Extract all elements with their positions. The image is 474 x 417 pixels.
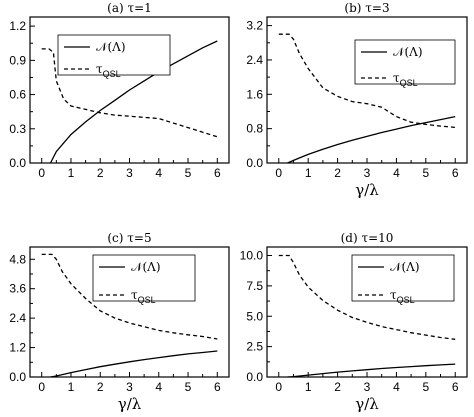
panel-title: (c) τ=5 [107, 231, 151, 245]
y-tick-label: 5.0 [246, 309, 263, 323]
y-tick-label: 10.0 [240, 249, 264, 263]
y-tick-label: 4.8 [9, 252, 26, 266]
x-tick-label: 4 [155, 166, 162, 180]
y-tick-label: 0.3 [9, 122, 26, 136]
x-tick-label: 4 [155, 380, 162, 394]
x-tick-label: 2 [334, 380, 341, 394]
y-tick-label: 0.8 [246, 122, 263, 136]
x-axis-label: γ/λ [355, 395, 379, 413]
x-tick-label: 2 [97, 380, 104, 394]
y-tick-label: 1.2 [9, 19, 26, 33]
series-line-tau-qsl [278, 254, 456, 340]
legend-box [354, 39, 456, 85]
x-tick-label: 4 [393, 166, 400, 180]
legend-label-subscript: QSL [400, 78, 418, 88]
x-tick-label: 2 [97, 166, 104, 180]
x-tick-label: 3 [364, 166, 371, 180]
panel-1: (a) τ=1 0 1 2 3 4 5 6 0.0 0.3 0.6 0.9 1.2 𝒩(Λ)τQSL [9, 1, 230, 180]
y-tick-label: 2.4 [246, 53, 263, 67]
legend-box [351, 254, 455, 302]
y-tick-label: 0.9 [9, 53, 26, 67]
x-tick-label: 0 [275, 166, 282, 180]
x-tick-label: 6 [452, 380, 459, 394]
series-line-tau-qsl [278, 33, 456, 129]
legend: 𝒩(Λ)τQSL [354, 39, 456, 88]
series-line-tau-qsl [41, 253, 218, 340]
x-axis-label: γ/λ [355, 181, 379, 199]
series-line-negativity [287, 363, 456, 378]
y-tick-label: 0.0 [9, 156, 26, 170]
y-tick-label: 2.4 [9, 311, 26, 325]
y-tick-label: 0.0 [9, 370, 26, 384]
panel-2: (b) τ=3 0 1 2 3 4 5 6 0.0 0.8 1.6 2.4 3.2 γ/λ 𝒩(Λ)τQSL [246, 1, 468, 199]
y-tick-label: 7.5 [246, 279, 263, 293]
x-tick-label: 2 [334, 166, 341, 180]
legend-label: 𝒩(Λ) [390, 260, 420, 274]
x-tick-label: 3 [364, 380, 371, 394]
legend-label: 𝒩(Λ) [393, 45, 423, 59]
x-tick-label: 5 [185, 380, 192, 394]
y-tick-label: 1.2 [9, 341, 26, 355]
x-tick-label: 0 [275, 380, 282, 394]
x-tick-label: 5 [185, 166, 192, 180]
legend: 𝒩(Λ)τQSL [351, 254, 455, 305]
panel-3: (c) τ=5 0 1 2 3 4 5 6 0.0 1.2 2.4 3.6 4.8 γ/λ 𝒩(Λ)τQSL [9, 231, 230, 413]
x-tick-label: 1 [305, 380, 312, 394]
y-tick-label: 1.6 [246, 87, 263, 101]
legend-label: 𝒩(Λ) [96, 40, 126, 54]
y-tick-label: 3.6 [9, 282, 26, 296]
x-tick-label: 5 [422, 380, 429, 394]
x-tick-label: 6 [452, 166, 459, 180]
series-line-negativity [50, 350, 218, 378]
x-tick-label: 0 [38, 166, 45, 180]
x-tick-label: 6 [214, 166, 221, 180]
x-tick-label: 5 [422, 166, 429, 180]
y-tick-label: 2.5 [246, 340, 263, 354]
x-tick-label: 3 [126, 380, 133, 394]
y-tick-label: 0.6 [9, 88, 26, 102]
legend-label-subscript: QSL [103, 69, 121, 79]
y-tick-label: 0.0 [246, 370, 263, 384]
x-tick-label: 0 [38, 380, 45, 394]
x-tick-label: 4 [393, 380, 400, 394]
panel-4: (d) τ=10 0 1 2 3 4 5 6 0.0 2.5 5.0 7.5 10.0 γ/λ 𝒩(Λ)τQ… [240, 231, 468, 413]
panel-title: (a) τ=1 [107, 1, 152, 15]
legend: 𝒩(Λ)τQSL [57, 34, 171, 79]
x-tick-label: 1 [68, 166, 75, 180]
legend-box [57, 34, 171, 76]
legend-label: 𝒩(Λ) [131, 260, 161, 274]
panel-title: (d) τ=10 [341, 231, 394, 245]
legend-box [92, 254, 196, 302]
legend: 𝒩(Λ)τQSL [92, 254, 196, 305]
series-line-tau-qsl [41, 48, 218, 138]
legend-label-subscript: QSL [397, 295, 415, 305]
panel-title: (b) τ=3 [344, 1, 389, 15]
series-line-negativity [49, 40, 218, 164]
y-tick-label: 0.0 [246, 156, 263, 170]
legend-label-subscript: QSL [138, 295, 156, 305]
x-axis-label: γ/λ [118, 395, 142, 413]
plot-frame [266, 16, 468, 164]
x-tick-label: 6 [214, 380, 221, 394]
x-tick-label: 3 [126, 166, 133, 180]
series-line-negativity [287, 115, 456, 164]
y-tick-label: 3.2 [246, 19, 263, 33]
x-tick-label: 1 [68, 380, 75, 394]
x-tick-label: 1 [305, 166, 312, 180]
